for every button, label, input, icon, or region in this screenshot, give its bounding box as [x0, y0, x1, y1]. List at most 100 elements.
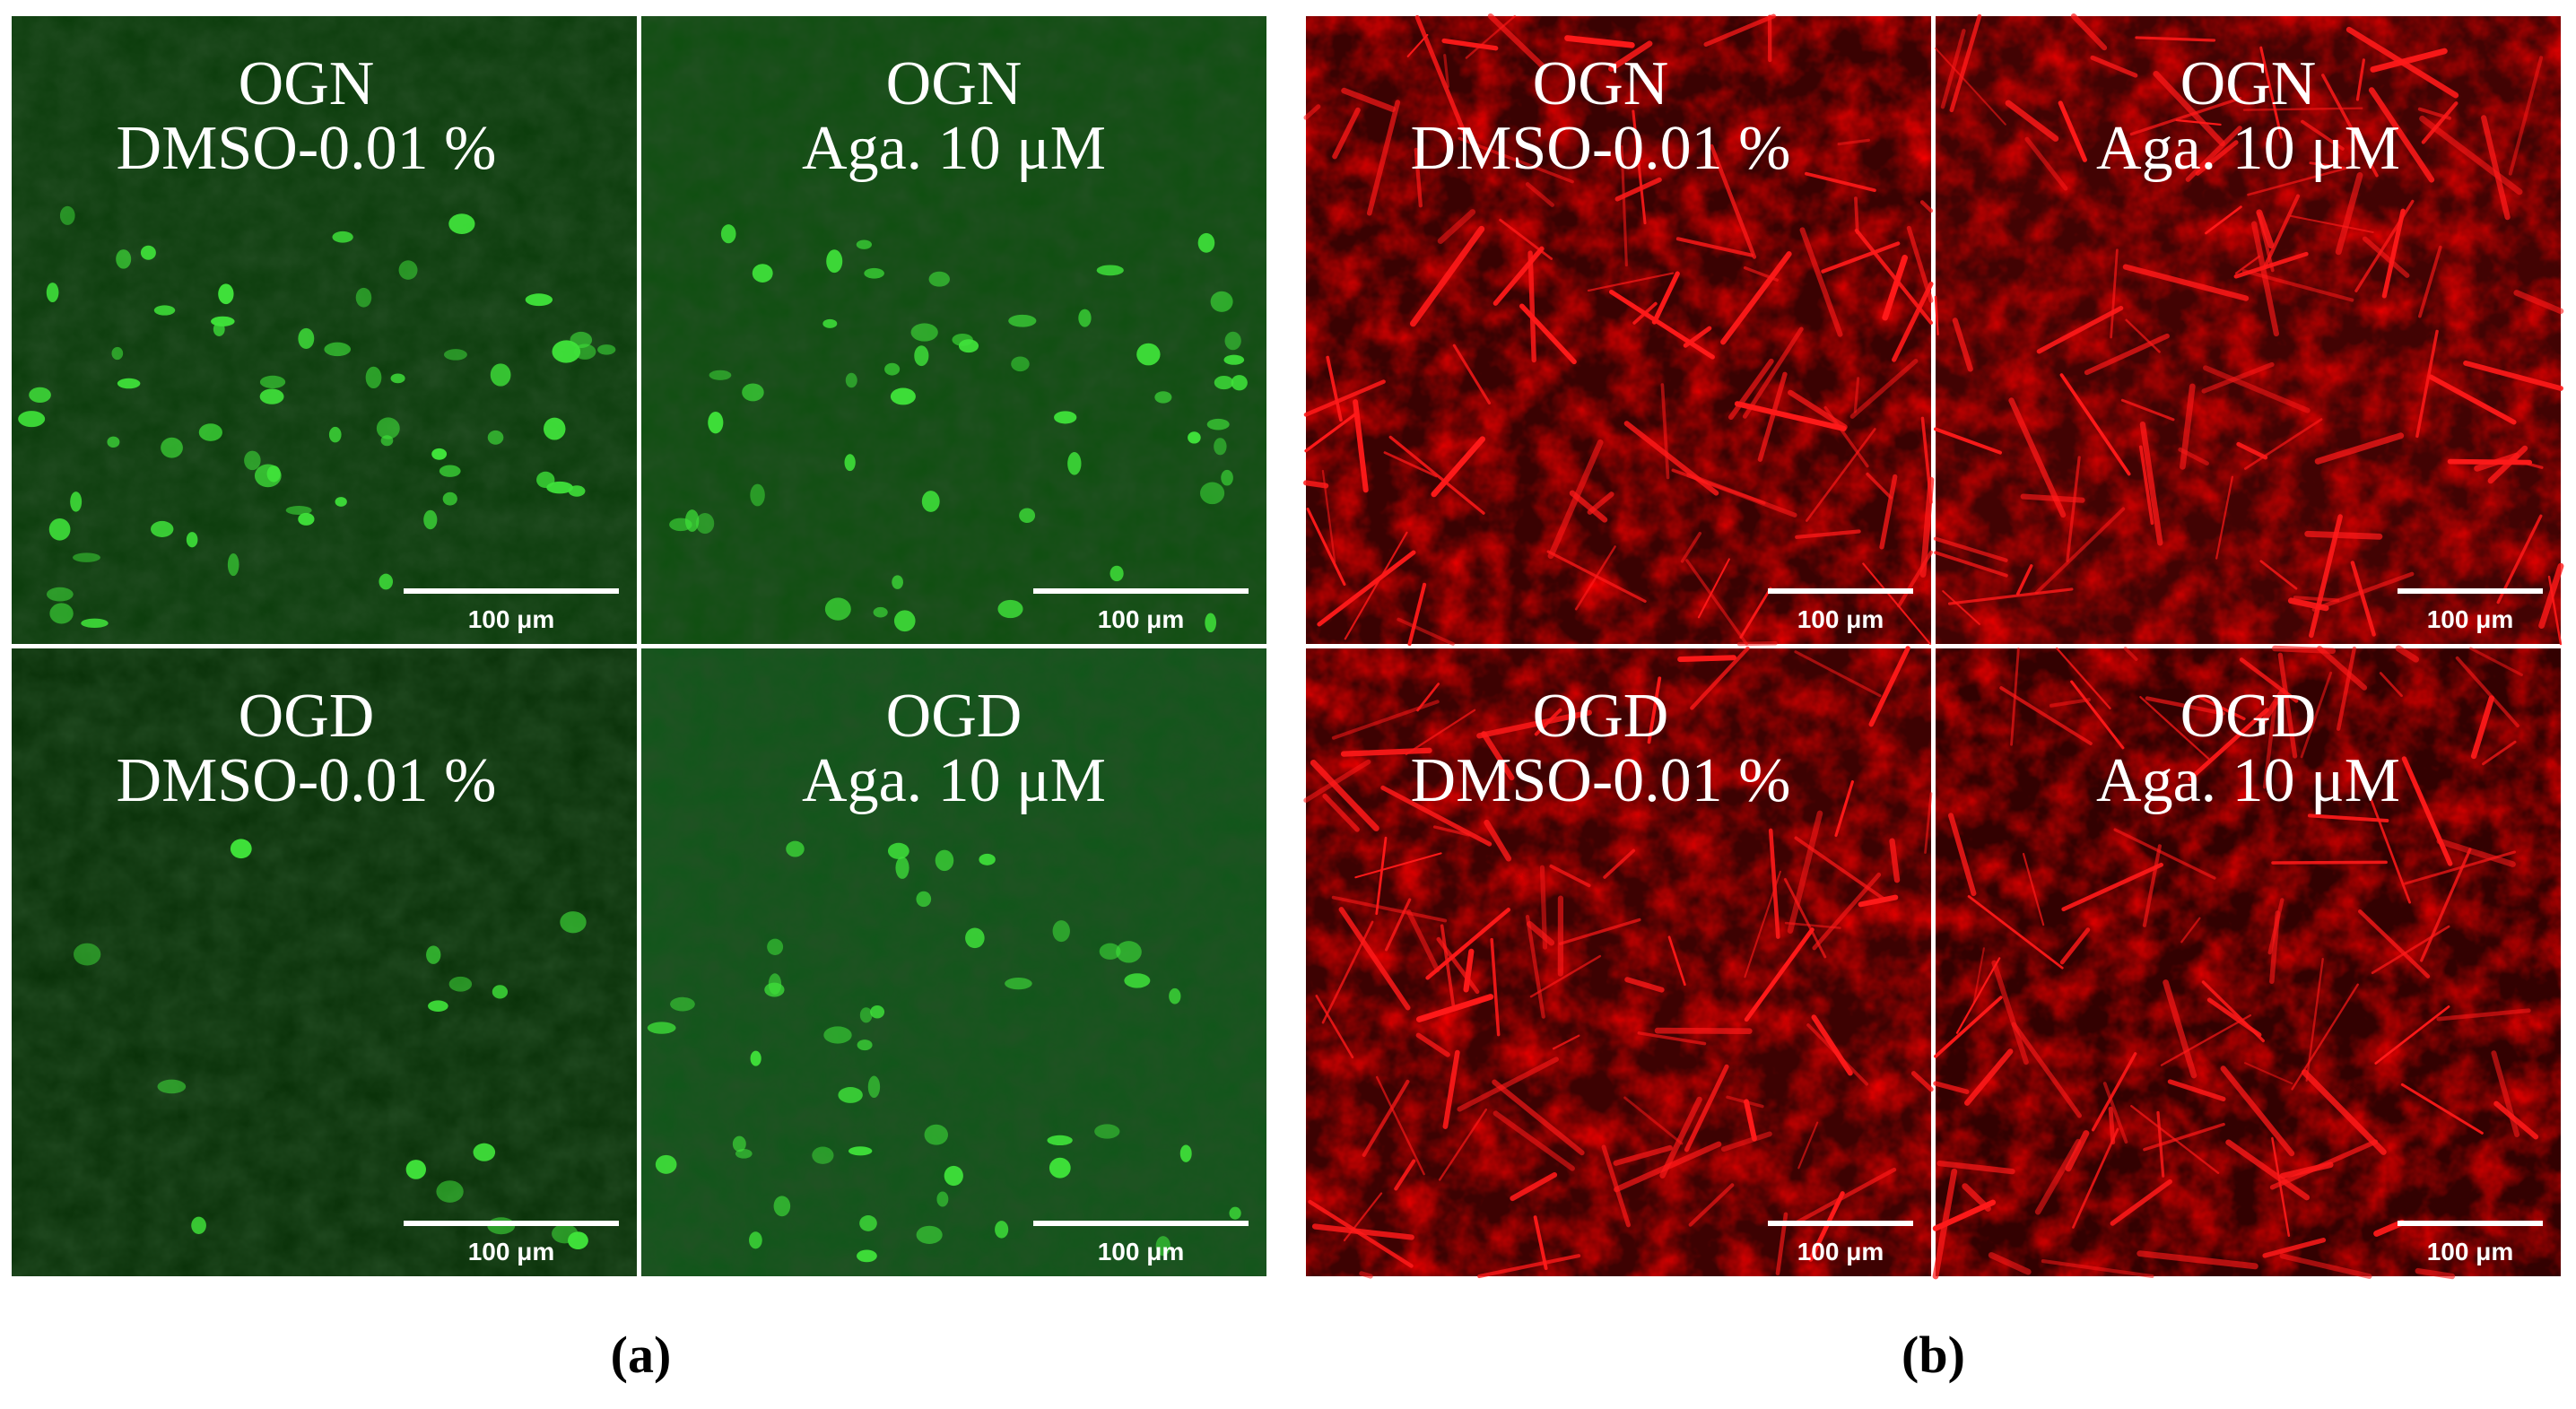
fiber — [2203, 365, 2311, 413]
fiber — [1797, 1121, 1819, 1170]
cell — [423, 509, 438, 530]
panel-label: DMSO-0.01 % — [117, 746, 497, 815]
scale-bar — [2398, 588, 2543, 594]
scale-label: 100 μm — [1797, 1238, 1884, 1265]
cell — [812, 1146, 834, 1164]
cell — [49, 603, 74, 624]
fiber — [2271, 860, 2388, 865]
cell — [1205, 613, 1217, 633]
cell — [786, 840, 805, 857]
fiber — [2129, 97, 2242, 136]
cell — [684, 509, 700, 532]
cell — [230, 839, 252, 859]
fiber — [2309, 161, 2346, 170]
cell — [1154, 391, 1172, 404]
cell — [266, 465, 281, 483]
fiber — [1405, 709, 1476, 756]
cell — [709, 370, 732, 380]
fiber — [2059, 373, 2131, 476]
fiber — [2317, 645, 2368, 691]
fiber — [2049, 698, 2091, 708]
fiber — [1442, 1049, 1460, 1129]
fiber — [1311, 1223, 1414, 1240]
fiber — [1499, 218, 1553, 260]
fiber — [1384, 898, 1412, 952]
cell — [597, 344, 616, 355]
fiber — [1924, 792, 1933, 855]
fiber — [2269, 1139, 2379, 1190]
fiber — [2205, 205, 2242, 235]
fiber — [1484, 819, 1512, 862]
cell — [546, 481, 573, 494]
fiber — [2143, 1122, 2225, 1152]
fiber — [2135, 36, 2216, 42]
fiber — [1322, 793, 1360, 832]
fiber — [1811, 1014, 1853, 1076]
cell — [335, 497, 347, 507]
fiber — [1493, 1110, 1575, 1171]
fiber — [1388, 435, 1485, 515]
panel-texture — [12, 648, 637, 1276]
fiber — [1823, 405, 1869, 468]
cell — [332, 230, 353, 243]
panel-texture — [641, 16, 1266, 644]
fiber — [1321, 469, 1336, 563]
fiber — [2185, 126, 2242, 182]
fiber — [1549, 864, 1591, 888]
fiber — [1726, 1095, 1764, 1109]
fiber — [1304, 413, 1357, 453]
fiber — [1685, 559, 1748, 646]
fiber — [1889, 838, 1901, 883]
fiber — [1834, 780, 1854, 838]
fiber — [2496, 514, 2543, 604]
fiber — [2244, 1062, 2293, 1085]
fiber — [1684, 1064, 1729, 1152]
fiber — [1787, 810, 1823, 935]
fiber — [1529, 954, 1602, 998]
cell — [742, 383, 764, 402]
fiber — [2470, 695, 2494, 760]
fiber — [1321, 920, 1374, 1024]
fiber — [1315, 995, 1354, 1059]
fiber — [2034, 1138, 2082, 1215]
cell — [910, 323, 938, 342]
fiber — [2011, 1022, 2082, 1118]
fiber — [2059, 927, 2091, 965]
cell — [647, 1022, 676, 1034]
fiber — [2225, 1139, 2311, 1201]
fiber — [1443, 54, 1450, 88]
cell — [443, 349, 467, 361]
fiber — [2335, 172, 2363, 256]
fiber — [1854, 196, 1859, 235]
cell — [844, 454, 856, 472]
fiber — [2482, 740, 2517, 766]
fiber — [2236, 441, 2268, 460]
fiber — [2259, 46, 2283, 139]
fiber — [1405, 909, 1440, 973]
cell — [867, 1075, 881, 1099]
cell — [1054, 411, 1077, 424]
fiber — [2337, 646, 2357, 731]
cell — [1096, 265, 1124, 276]
fiber — [2364, 785, 2411, 904]
fiber — [2513, 290, 2564, 315]
fiber — [1481, 731, 1515, 781]
fiber — [1660, 383, 1670, 480]
fiber — [2307, 813, 2389, 823]
fiber — [1742, 326, 1804, 419]
cell — [448, 976, 473, 992]
scale-bar — [1768, 588, 1913, 594]
cell — [365, 366, 382, 389]
cell — [921, 491, 940, 512]
fiber — [1440, 924, 1456, 1011]
cell — [1099, 943, 1121, 960]
cell — [1116, 941, 1142, 963]
fiber — [2262, 1238, 2327, 1258]
fiber — [1465, 14, 1516, 59]
fiber — [1414, 147, 1423, 208]
fiber — [2247, 165, 2355, 196]
fiber — [1933, 536, 2008, 562]
fiber — [1366, 100, 1401, 216]
cell — [379, 573, 394, 590]
